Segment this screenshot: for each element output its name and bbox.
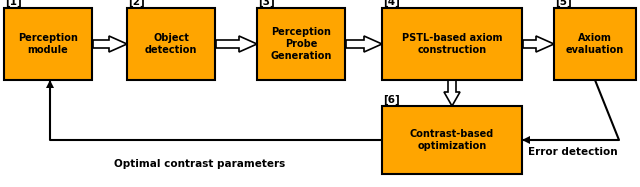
Text: Optimal contrast parameters: Optimal contrast parameters — [115, 159, 285, 169]
Text: Perception
module: Perception module — [18, 33, 78, 55]
Text: PSTL-based axiom
construction: PSTL-based axiom construction — [402, 33, 502, 55]
Polygon shape — [523, 36, 554, 52]
FancyBboxPatch shape — [382, 8, 522, 80]
Polygon shape — [346, 36, 382, 52]
Polygon shape — [522, 136, 530, 144]
Text: [4]: [4] — [383, 0, 400, 7]
Text: [3]: [3] — [258, 0, 275, 7]
Polygon shape — [444, 80, 460, 106]
Text: Contrast-based
optimization: Contrast-based optimization — [410, 129, 494, 151]
FancyBboxPatch shape — [554, 8, 636, 80]
Polygon shape — [46, 80, 54, 88]
Text: [5]: [5] — [555, 0, 572, 7]
Text: Axiom
evaluation: Axiom evaluation — [566, 33, 624, 55]
Polygon shape — [93, 36, 127, 52]
Text: Perception
Probe
Generation: Perception Probe Generation — [270, 27, 332, 61]
Text: Error detection: Error detection — [528, 147, 618, 157]
FancyBboxPatch shape — [382, 106, 522, 174]
Text: [6]: [6] — [383, 95, 400, 105]
Polygon shape — [216, 36, 257, 52]
Text: [1]: [1] — [5, 0, 22, 7]
FancyBboxPatch shape — [257, 8, 345, 80]
FancyBboxPatch shape — [4, 8, 92, 80]
Text: Object
detection: Object detection — [145, 33, 197, 55]
FancyBboxPatch shape — [127, 8, 215, 80]
Text: [2]: [2] — [128, 0, 145, 7]
